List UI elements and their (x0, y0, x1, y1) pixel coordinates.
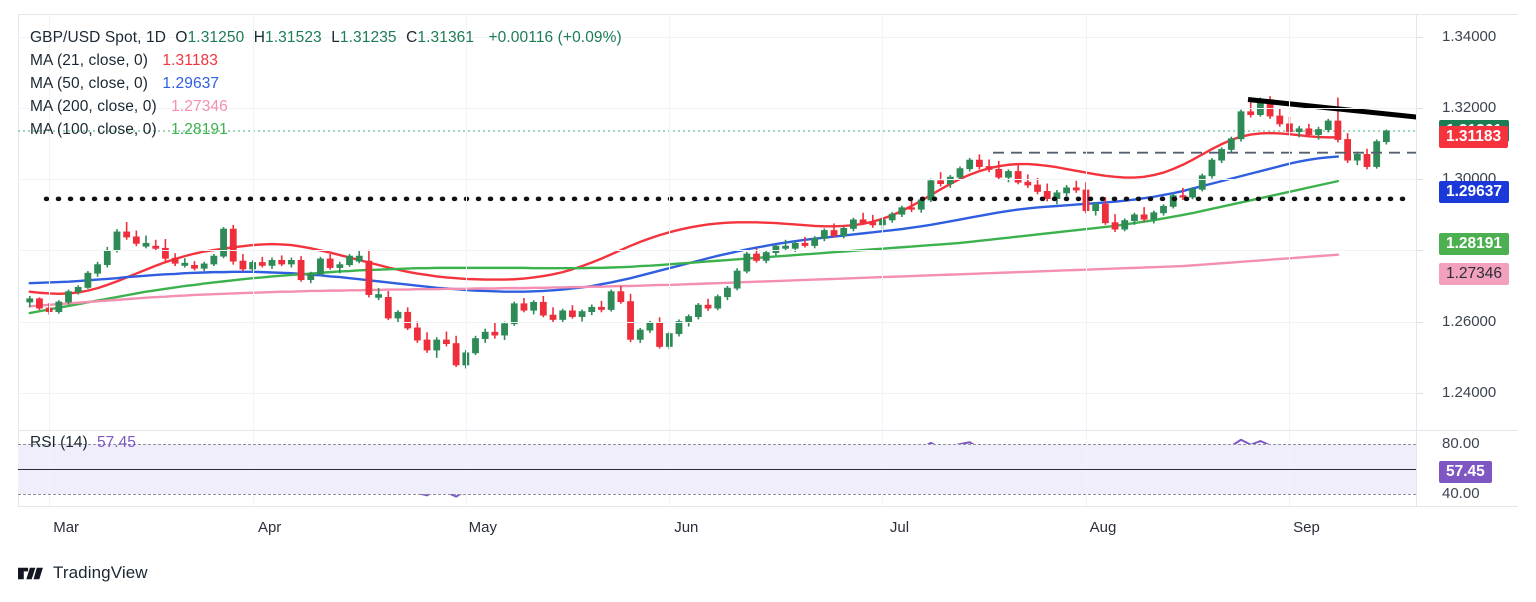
rsi-value: 57.45 (97, 434, 136, 451)
time-gridline (669, 14, 671, 430)
time-gridline (465, 14, 467, 430)
time-gridline (1085, 14, 1087, 430)
rsi-badge[interactable]: 57.45 (1439, 460, 1492, 483)
price-tick-mark (1417, 250, 1423, 252)
change-value: +0.00116 (+0.09%) (488, 29, 622, 46)
ma21-label: MA (21, close, 0) (30, 52, 148, 69)
price-gridline (18, 250, 1416, 252)
pane-separator (18, 430, 1518, 431)
price-gridline (18, 392, 1416, 394)
price-tick-mark (1417, 392, 1423, 394)
time-tick-label: Jul (889, 519, 910, 536)
price-tick-mark (1417, 37, 1423, 39)
time-gridline (252, 14, 254, 430)
open-label: O (175, 29, 188, 46)
price-tick-label: 1.34000 (1442, 28, 1497, 46)
ma21-value: 1.31183 (162, 52, 218, 69)
price-axis[interactable]: 1.340001.320001.300001.280001.260001.240… (1417, 14, 1536, 506)
price-axis-separator (1416, 14, 1417, 506)
price-plot (18, 96, 1416, 369)
price-badge[interactable]: 1.27346 (1439, 262, 1510, 285)
ma50-label: MA (50, close, 0) (30, 75, 148, 92)
rsi-level-line (18, 443, 1416, 445)
ma100-label: MA (100, close, 0) (30, 121, 157, 138)
rsi-level-line (18, 493, 1416, 495)
ma50-value: 1.29637 (162, 75, 220, 92)
price-tick-label: 1.26000 (1442, 312, 1497, 330)
time-tick-label: Mar (53, 519, 80, 536)
price-gridline (18, 108, 1416, 110)
low-label: L (331, 29, 340, 46)
time-tick-label: Apr (257, 519, 282, 536)
time-axis[interactable]: Mar Apr May Jun Jul Aug Sep (18, 507, 1416, 547)
tradingview-watermark: TradingView (18, 563, 148, 583)
price-gridline (18, 179, 1416, 181)
time-tick-label: Aug (1089, 519, 1117, 536)
close-label: C (406, 29, 418, 46)
time-tick-label: Sep (1293, 519, 1320, 536)
price-tick-label: 1.24000 (1442, 383, 1497, 401)
symbol-label: GBP/USD Spot, 1D (30, 29, 166, 46)
price-badge[interactable]: 1.29637 (1439, 181, 1510, 204)
price-tick-mark (1417, 179, 1423, 181)
rsi-label: RSI (14) (30, 434, 88, 451)
price-badge[interactable]: 1.31183 (1439, 126, 1509, 149)
rsi-midline (18, 468, 1416, 470)
rsi-tick-label: 80.00 (1442, 434, 1480, 452)
time-axis-separator (18, 506, 1518, 507)
close-value: 1.31361 (417, 29, 475, 46)
price-tick-mark (1417, 108, 1423, 110)
low-value: 1.31235 (339, 29, 397, 46)
high-label: H (253, 29, 266, 46)
price-gridline (18, 37, 1416, 39)
time-gridline (882, 14, 884, 430)
chart-legend: GBP/USD Spot, 1D O1.31250 H1.31523 L1.31… (30, 26, 622, 141)
time-gridline (1289, 14, 1291, 430)
price-gridline (18, 321, 1416, 323)
rsi-tick-label: 40.00 (1442, 484, 1480, 502)
legend-row-ma100[interactable]: MA (100, close, 0) 1.28191 (30, 118, 622, 141)
ma200-value: 1.27346 (171, 98, 228, 115)
rsi-pane[interactable]: RSI (14) 57.45 (18, 431, 1416, 506)
time-tick-label: Jun (674, 519, 699, 536)
high-value: 1.31523 (265, 29, 322, 46)
symbol-ohlc-row[interactable]: GBP/USD Spot, 1D O1.31250 H1.31523 L1.31… (30, 26, 622, 49)
time-tick-label: May (468, 519, 497, 536)
chart-frame (18, 14, 1518, 506)
price-badge[interactable]: 1.28191 (1439, 232, 1510, 255)
price-pane[interactable] (18, 14, 1416, 430)
legend-row-ma21[interactable]: MA (21, close, 0) 1.31183 (30, 49, 622, 72)
legend-row-ma200[interactable]: MA (200, close, 0) 1.27346 (30, 95, 622, 118)
price-tick-mark (1417, 321, 1423, 323)
legend-row-ma50[interactable]: MA (50, close, 0) 1.29637 (30, 72, 622, 95)
open-value: 1.31250 (187, 29, 245, 46)
tradingview-logo-icon (18, 567, 43, 579)
price-tick-label: 1.32000 (1442, 99, 1497, 117)
time-gridline (49, 14, 51, 430)
tradingview-brand-label: TradingView (53, 563, 148, 582)
ma200-label: MA (200, close, 0) (30, 98, 157, 115)
ma100-value: 1.28191 (171, 121, 228, 138)
rsi-legend[interactable]: RSI (14) 57.45 (30, 434, 136, 452)
